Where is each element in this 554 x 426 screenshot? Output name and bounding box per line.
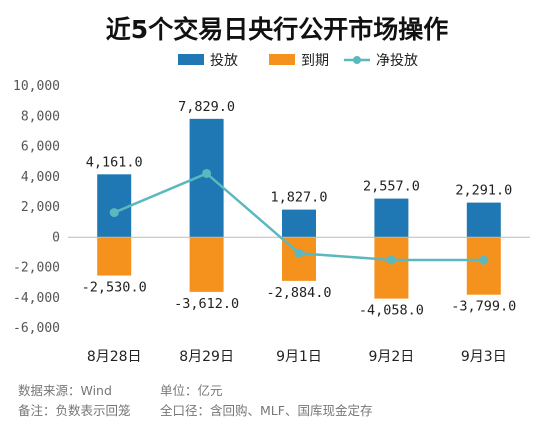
bars xyxy=(68,118,530,299)
legend-label-3: 净投放 xyxy=(376,53,418,69)
data-label-injection-4: 2,557.0 xyxy=(363,179,420,195)
y-tick-label-7: -2,000 xyxy=(13,261,60,276)
legend-swatch-2 xyxy=(269,54,295,65)
x-category-label-2: 8月29日 xyxy=(179,349,234,365)
bar-maturity-2 xyxy=(189,237,224,292)
bar-maturity-4 xyxy=(374,237,409,299)
y-tick-label-4: 4,000 xyxy=(21,170,60,185)
bar-maturity-1 xyxy=(97,237,132,276)
net-point-4 xyxy=(386,255,396,265)
legend-label-1: 投放 xyxy=(210,53,238,69)
data-label-maturity-4: -4,058.0 xyxy=(359,303,424,319)
y-tick-label-3: 6,000 xyxy=(21,140,60,155)
data-label-maturity-2: -3,612.0 xyxy=(174,296,239,312)
net-point-2 xyxy=(202,168,212,178)
scope-note: 全口径：含回购、MLF、国库现金定存 xyxy=(160,403,372,418)
data-label-maturity-5: -3,799.0 xyxy=(451,299,516,315)
data-label-maturity-3: -2,884.0 xyxy=(266,285,331,301)
net-line xyxy=(109,168,489,265)
x-category-label-4: 9月2日 xyxy=(368,349,414,365)
bar-injection-3 xyxy=(282,209,316,238)
bar-injection-1 xyxy=(97,174,132,238)
chart-title: 近5个交易日央行公开市场操作 xyxy=(106,15,448,44)
x-category-label-5: 9月3日 xyxy=(461,349,507,365)
bar-maturity-5 xyxy=(466,237,501,295)
y-tick-label-5: 2,000 xyxy=(21,200,60,215)
source-note: 数据来源：Wind xyxy=(18,383,112,398)
net-point-5 xyxy=(479,255,489,265)
x-category-label-1: 8月28日 xyxy=(87,349,142,365)
remark-note: 备注：负数表示回笼 xyxy=(18,403,131,418)
legend-label-2: 到期 xyxy=(301,53,329,69)
net-point-1 xyxy=(109,208,119,218)
data-label-injection-1: 4,161.0 xyxy=(86,154,143,170)
unit-note: 单位：亿元 xyxy=(160,383,223,398)
bar-injection-5 xyxy=(466,202,501,238)
legend-marker-3 xyxy=(353,56,361,64)
y-tick-label-2: 8,000 xyxy=(21,109,60,124)
data-label-injection-5: 2,291.0 xyxy=(455,183,512,199)
x-category-label-3: 9月1日 xyxy=(276,349,322,365)
data-labels: 4,161.0 7,829.0 1,827.0 2,557.0 2,291.0 -2,53… xyxy=(82,99,517,319)
legend-swatch-1 xyxy=(178,54,204,65)
net-point-3 xyxy=(294,248,304,258)
y-tick-label-1: 10,000 xyxy=(13,79,60,94)
y-tick-label-8: -4,000 xyxy=(13,291,60,306)
data-label-maturity-1: -2,530.0 xyxy=(82,280,147,296)
data-label-injection-2: 7,829.0 xyxy=(178,99,235,115)
y-axis: 10,000 8,000 6,000 4,000 2,000 0 -2,000 -4,000 -… xyxy=(13,79,60,336)
x-axis: 8月28日 8月29日 9月1日 9月2日 9月3日 xyxy=(87,349,507,365)
y-tick-label-6: 0 xyxy=(52,230,60,245)
legend: 投放 到期 净投放 xyxy=(178,53,418,69)
data-label-injection-3: 1,827.0 xyxy=(271,190,328,206)
bar-injection-4 xyxy=(374,198,409,238)
y-tick-label-9: -6,000 xyxy=(13,321,60,336)
